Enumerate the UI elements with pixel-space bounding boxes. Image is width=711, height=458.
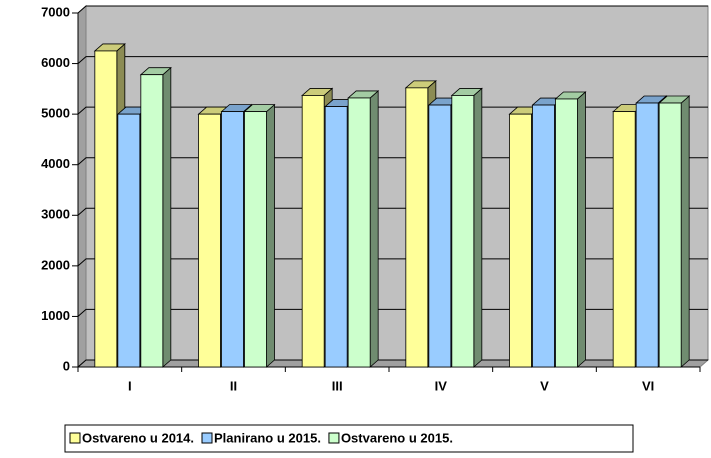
- bar: [658, 95, 691, 368]
- bar-front: [117, 113, 141, 368]
- bar: [347, 90, 380, 368]
- bar-front: [244, 111, 267, 368]
- bar-front: [405, 87, 429, 368]
- x-tick-label: III: [332, 378, 343, 393]
- x-tick-label: V: [540, 378, 549, 393]
- y-tick-label: 5000: [41, 106, 70, 121]
- grid-line: [77, 359, 708, 368]
- bar-side: [162, 66, 172, 368]
- bar-front: [428, 104, 452, 368]
- legend-label: Planirano u 2015.: [214, 430, 321, 445]
- bar-side: [369, 90, 379, 368]
- legend-label: Ostvareno u 2014.: [82, 430, 194, 445]
- grid-line: [77, 308, 708, 317]
- grid-line: [77, 207, 708, 216]
- y-tick-label: 1000: [41, 308, 70, 323]
- bar-side: [577, 91, 586, 368]
- bar: [243, 103, 276, 368]
- bar-front: [635, 102, 659, 368]
- bar: [450, 87, 483, 368]
- legend-box: [64, 424, 634, 453]
- bar-front: [221, 111, 244, 368]
- y-tick-label: 0: [63, 358, 70, 373]
- bar-front: [612, 111, 636, 368]
- legend-label: Ostvareno u 2015.: [341, 430, 453, 445]
- legend-swatch: [328, 432, 340, 444]
- x-tick-label: IV: [435, 378, 448, 393]
- legend-swatch: [201, 432, 213, 444]
- bar-front: [532, 104, 555, 368]
- bar-front: [347, 97, 371, 368]
- grid-line: [77, 258, 708, 267]
- bar-side: [473, 87, 483, 368]
- bar-front: [198, 113, 221, 368]
- y-tick-label: 3000: [41, 207, 70, 222]
- bar-front: [324, 106, 348, 368]
- bar: [139, 66, 172, 368]
- bar-side: [266, 103, 275, 368]
- bar-front: [509, 113, 532, 368]
- x-tick-label: I: [128, 378, 132, 393]
- legend-swatch: [69, 432, 81, 444]
- bar-front: [140, 74, 164, 368]
- bar-front: [451, 95, 475, 368]
- bar-front: [555, 98, 578, 368]
- grid-line: [77, 56, 708, 64]
- bar-side: [680, 95, 690, 368]
- x-tick-label: II: [230, 378, 237, 393]
- bar-front: [658, 102, 682, 368]
- y-tick-label: 4000: [41, 156, 70, 171]
- x-tick-label: VI: [642, 378, 654, 393]
- bar: [554, 91, 587, 368]
- grid-line: [77, 106, 708, 115]
- y-tick-label: 2000: [41, 257, 70, 272]
- y-tick-label: 7000: [41, 4, 70, 19]
- y-tick-label: 6000: [41, 55, 70, 70]
- grid-line: [77, 157, 708, 166]
- grid-line: [77, 5, 708, 14]
- bar-front: [94, 50, 118, 368]
- bar-front: [301, 95, 325, 368]
